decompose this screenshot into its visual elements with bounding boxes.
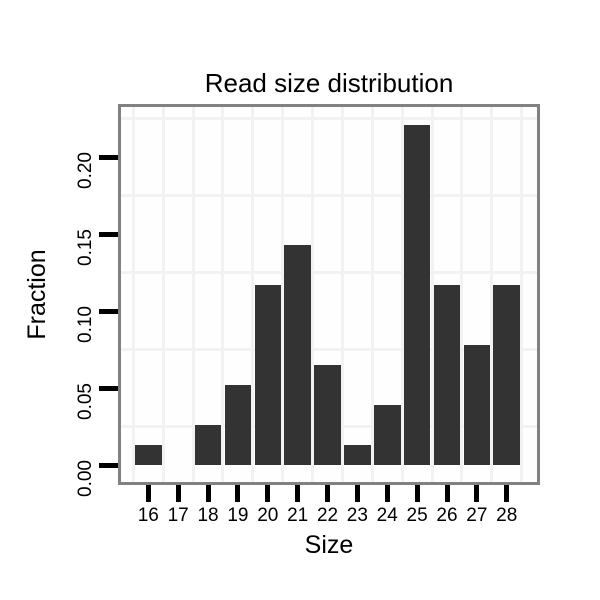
gridline-vertical (251, 107, 255, 482)
bar (344, 444, 371, 465)
bar (224, 385, 252, 465)
gridline-vertical (400, 107, 404, 482)
gridline-vertical (430, 107, 434, 482)
x-tick (414, 485, 420, 502)
x-tick (235, 485, 241, 502)
y-tick (99, 385, 118, 391)
y-tick-label: 0.05 (75, 383, 96, 420)
y-axis-title: Fraction (23, 249, 51, 340)
x-tick-label: 20 (257, 505, 279, 526)
x-tick (504, 485, 510, 502)
x-tick-label: 17 (167, 505, 189, 526)
gridline-horizontal (121, 348, 537, 351)
x-tick-label: 27 (466, 505, 488, 526)
plot-panel (118, 104, 540, 485)
y-tick-label: 0.15 (75, 229, 96, 266)
x-tick (474, 485, 480, 502)
gridline-vertical (131, 107, 135, 482)
gridline-horizontal (121, 271, 537, 274)
x-tick-label: 28 (496, 505, 518, 526)
gridline-vertical (340, 107, 344, 482)
gridline-vertical (490, 107, 494, 482)
bar (403, 124, 431, 465)
x-axis-title: Size (304, 531, 354, 559)
x-tick (175, 485, 181, 502)
bar (194, 424, 222, 465)
bar (493, 284, 520, 465)
x-tick-label: 16 (137, 505, 159, 526)
gridline-vertical (281, 107, 285, 482)
x-tick (354, 485, 360, 502)
x-tick-label: 21 (287, 505, 309, 526)
gridline-vertical (221, 107, 225, 482)
gridline-vertical (191, 107, 195, 482)
x-tick (295, 485, 301, 502)
y-tick-label: 0.00 (75, 460, 96, 497)
gridline-vertical (370, 107, 374, 482)
gridline-vertical (161, 107, 165, 482)
y-tick (99, 231, 118, 237)
y-tick (99, 462, 118, 468)
gridline-vertical (311, 107, 315, 482)
bar (463, 345, 491, 465)
gridline-horizontal (121, 117, 537, 120)
y-tick (99, 308, 118, 314)
gridline-vertical (460, 107, 464, 482)
bar (254, 284, 282, 465)
x-tick-label: 26 (436, 505, 458, 526)
gridline-horizontal (121, 194, 537, 197)
x-tick-label: 24 (376, 505, 398, 526)
chart-title: Read size distribution (204, 68, 454, 98)
bar (314, 365, 341, 465)
x-tick-label: 19 (227, 505, 249, 526)
x-tick (205, 485, 211, 502)
y-tick-label: 0.20 (75, 152, 96, 189)
x-tick-label: 25 (406, 505, 428, 526)
x-tick-label: 22 (316, 505, 339, 526)
x-tick (325, 485, 331, 502)
x-tick (444, 485, 450, 502)
x-tick-label: 23 (346, 505, 368, 526)
gridline-vertical (520, 107, 524, 482)
bar (374, 404, 401, 465)
bar (284, 244, 311, 465)
x-tick-label: 18 (197, 505, 219, 526)
bar (433, 284, 461, 465)
y-tick (99, 154, 118, 160)
x-tick (265, 485, 271, 502)
x-tick (145, 485, 151, 502)
bar (135, 444, 162, 465)
x-tick (384, 485, 390, 502)
y-tick-label: 0.10 (75, 306, 96, 343)
